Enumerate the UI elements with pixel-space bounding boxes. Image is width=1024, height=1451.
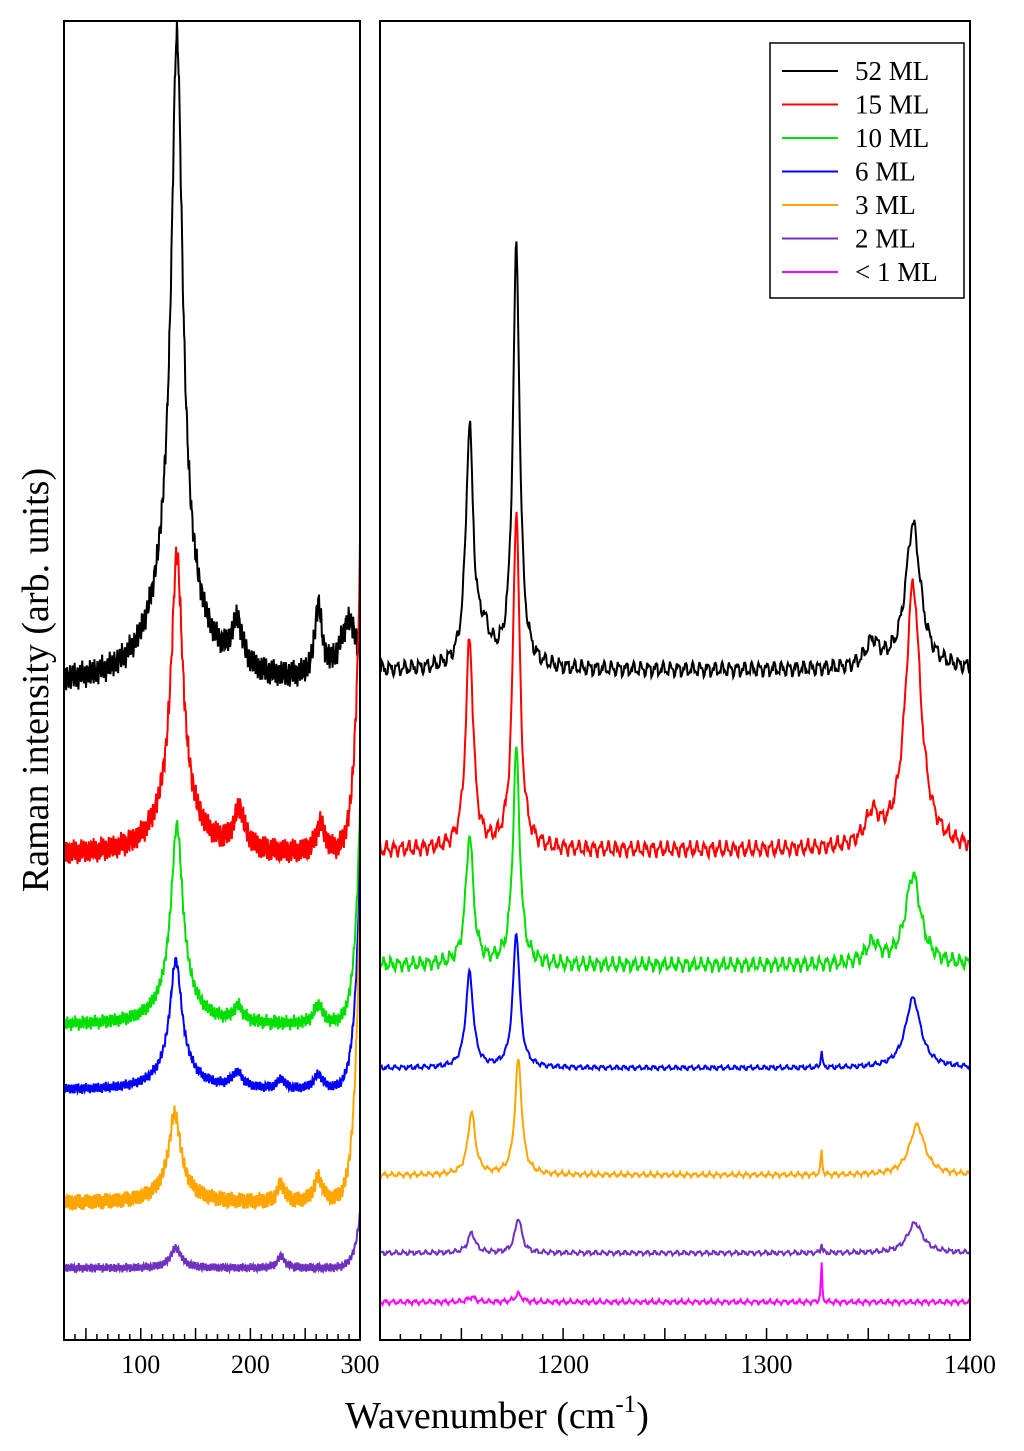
series-line-right-1-ml (380, 1262, 970, 1308)
legend-label: 15 ML (855, 90, 929, 120)
series-line-left-3-ml (64, 900, 360, 1212)
axis-ticks: 100 200 300 1200 1300 1400 (63, 1328, 996, 1379)
left-panel-frame (63, 20, 361, 1341)
x-tick-label-right: 1400 (944, 1350, 996, 1379)
series-line-right-3-ml (380, 1058, 970, 1181)
series-line-right-10-ml (380, 746, 970, 976)
series-line-right-52-ml (380, 241, 970, 682)
legend-label: 52 ML (855, 56, 929, 86)
x-tick-label-right: 1200 (537, 1350, 589, 1379)
legend-label: 3 ML (855, 190, 916, 220)
series-line-left-15-ml (64, 540, 360, 865)
x-tick-label-right: 1300 (741, 1350, 793, 1379)
series-line-left-10-ml (64, 805, 360, 1031)
x-axis-title-close: ) (636, 1395, 649, 1437)
x-tick-label-left: 100 (121, 1350, 160, 1379)
right-panel-series (380, 241, 970, 1308)
y-axis-title: Raman intensity (arb. units) (15, 468, 57, 892)
x-axis-title-superscript: -1 (615, 1391, 636, 1418)
x-axis-title: Wavenumber (cm-1) (345, 1391, 649, 1437)
legend-label: 2 ML (855, 224, 916, 254)
x-tick-label-left: 300 (341, 1350, 380, 1379)
series-line-left-6-ml (64, 855, 360, 1096)
x-axis-title-main: Wavenumber (cm (345, 1395, 615, 1437)
series-line-left-52-ml (64, 21, 360, 691)
legend-label: 10 ML (855, 123, 929, 153)
series-line-right-15-ml (380, 511, 970, 862)
left-panel-series (64, 21, 360, 1275)
series-line-left-2-ml (64, 1211, 360, 1275)
x-tick-label-left: 200 (231, 1350, 270, 1379)
series-line-right-6-ml (380, 932, 970, 1072)
legend-label: < 1 ML (855, 257, 938, 287)
right-panel-frame (379, 20, 971, 1341)
legend-label: 6 ML (855, 157, 916, 187)
series-line-right-2-ml (380, 1218, 970, 1258)
